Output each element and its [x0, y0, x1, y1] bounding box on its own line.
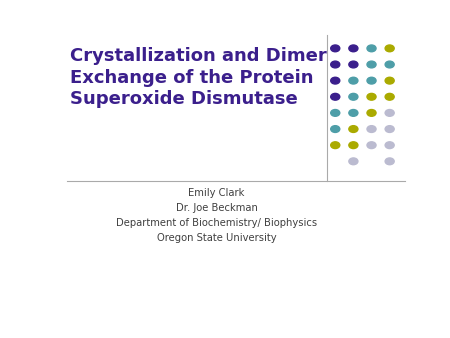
Circle shape	[385, 158, 394, 165]
Circle shape	[331, 45, 340, 52]
Circle shape	[331, 77, 340, 84]
Text: Emily Clark
Dr. Joe Beckman
Department of Biochemistry/ Biophysics
Oregon State : Emily Clark Dr. Joe Beckman Department o…	[116, 188, 317, 243]
Circle shape	[385, 45, 394, 52]
Circle shape	[331, 61, 340, 68]
Circle shape	[331, 126, 340, 132]
Circle shape	[385, 61, 394, 68]
Circle shape	[349, 142, 358, 149]
Circle shape	[349, 77, 358, 84]
Circle shape	[331, 110, 340, 116]
Circle shape	[367, 110, 376, 116]
Circle shape	[349, 126, 358, 132]
Circle shape	[367, 142, 376, 149]
Circle shape	[349, 61, 358, 68]
Circle shape	[349, 110, 358, 116]
Circle shape	[331, 93, 340, 100]
Circle shape	[367, 61, 376, 68]
Circle shape	[385, 142, 394, 149]
Circle shape	[385, 93, 394, 100]
Circle shape	[367, 126, 376, 132]
Circle shape	[385, 110, 394, 116]
Circle shape	[349, 158, 358, 165]
Text: Crystallization and Dimer
Exchange of the Protein
Superoxide Dismutase: Crystallization and Dimer Exchange of th…	[70, 47, 327, 108]
Circle shape	[331, 142, 340, 149]
Circle shape	[385, 126, 394, 132]
Circle shape	[385, 77, 394, 84]
Circle shape	[349, 93, 358, 100]
Circle shape	[367, 45, 376, 52]
Circle shape	[349, 45, 358, 52]
Circle shape	[367, 93, 376, 100]
Circle shape	[367, 77, 376, 84]
